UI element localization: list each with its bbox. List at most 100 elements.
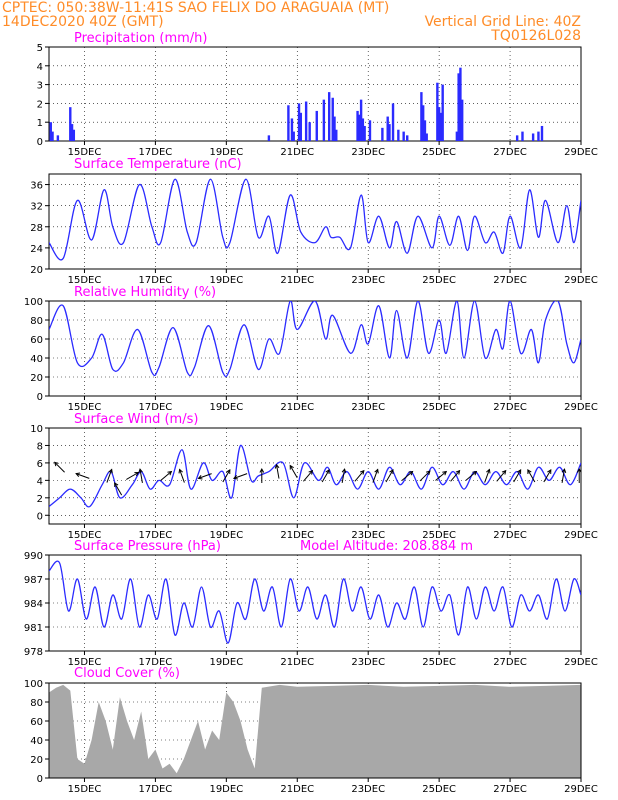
x-tick-label: 23DEC (351, 530, 385, 541)
x-tick-label: 17DEC (139, 530, 173, 541)
x-tick-label: 25DEC (422, 657, 456, 668)
y-tick-label: 8 (37, 441, 43, 452)
x-tick-label: 27DEC (493, 784, 527, 795)
precip-bar (290, 118, 294, 141)
x-tick-label: 29DEC (564, 402, 598, 413)
precip-bar (315, 110, 318, 141)
y-tick-label: 4 (37, 62, 43, 73)
y-tick-label: 20 (30, 265, 43, 276)
x-tick-label: 19DEC (209, 784, 243, 795)
precip-bar (441, 84, 444, 141)
y-tick-label: 984 (24, 599, 43, 610)
x-tick-label: 29DEC (564, 784, 598, 795)
precip-bar (327, 92, 331, 141)
wind-series-line (49, 444, 581, 508)
wind-arrow-head (138, 468, 143, 474)
wind-arrow (126, 472, 139, 480)
precip-bar (537, 131, 540, 141)
y-tick-label: 36 (30, 181, 43, 192)
x-tick-label: 17DEC (139, 275, 173, 286)
wind-arrow-head (108, 468, 113, 474)
wind-arrow (106, 469, 113, 483)
wind-arrow (372, 469, 379, 483)
header-code: TQ0126L028 (490, 28, 581, 44)
wind-arrow (198, 473, 212, 479)
y-tick-label: 978 (24, 647, 43, 658)
wind-arrow-head (232, 475, 238, 480)
cloud-frame (48, 682, 582, 779)
precip-bar (333, 116, 336, 141)
wind-arrow (75, 473, 90, 479)
wind-arrow (341, 469, 346, 483)
x-tick-label: 19DEC (209, 657, 243, 668)
pressure-model-altitude: Model Altitude: 208.884 m (300, 539, 473, 554)
y-tick-label: 4 (37, 476, 43, 487)
precipitation-panel: 0 1 2 3 4 5 15DEC 17DEC 19DEC 21DEC 23DEC 25DEC 27DE… (37, 43, 598, 158)
temperature-title: Surface Temperature (nC) (74, 157, 242, 172)
y-tick-label: 40 (30, 736, 43, 747)
x-tick-label: 29DEC (564, 275, 598, 286)
header-grid-line: Vertical Grid Line: 40Z (425, 14, 581, 30)
wind-arrow-head (408, 470, 414, 476)
x-tick-label: 15DEC (68, 784, 102, 795)
y-tick-label: 40 (30, 354, 43, 365)
x-tick-label: 17DEC (139, 402, 173, 413)
precip-bar (455, 131, 459, 141)
precip-bar (49, 122, 52, 141)
y-tick-label: 2 (37, 494, 43, 505)
wind-arrow-head (53, 461, 59, 467)
precip-bar (459, 67, 462, 141)
x-tick-label: 23DEC (351, 402, 385, 413)
y-tick-label: 20 (30, 373, 43, 384)
precip-bar (421, 105, 425, 141)
y-tick-label: 5 (37, 43, 43, 54)
cloud-cover-area (49, 684, 581, 778)
x-tick-label: 25DEC (422, 530, 456, 541)
x-tick-label: 29DEC (564, 147, 598, 158)
x-tick-label: 21DEC (280, 657, 314, 668)
precip-bar (439, 112, 443, 141)
precip-bar (391, 103, 395, 141)
wind-arrow (385, 469, 394, 483)
x-tick-label: 15DEC (68, 147, 102, 158)
wind-arrow-head (547, 469, 552, 474)
x-tick-label: 17DEC (139, 147, 173, 158)
x-tick-label: 19DEC (209, 275, 243, 286)
pressure-panel: 978 981 984 987 990 15DEC 17DEC 19DEC 21DEC 23DEC… (24, 551, 598, 668)
precip-bar (368, 120, 372, 141)
wind-arrow (233, 473, 248, 479)
x-tick-label: 25DEC (422, 275, 456, 286)
x-tick-label: 19DEC (209, 530, 243, 541)
y-tick-label: 32 (30, 202, 43, 213)
precip-bar (72, 129, 76, 141)
pressure-title: Surface Pressure (hPa) (74, 539, 221, 554)
wind-arrow-head (341, 468, 347, 474)
wind-arrow (321, 469, 330, 483)
wind-arrow (484, 469, 490, 483)
wind-arrow (139, 469, 143, 483)
wind-arrow (289, 465, 298, 478)
x-tick-label: 27DEC (493, 275, 527, 286)
precip-bar (356, 110, 359, 141)
humidity-title: Relative Humidity (%) (74, 285, 216, 300)
x-tick-label: 23DEC (351, 147, 385, 158)
wind-arrow (543, 469, 552, 483)
x-tick-label: 19DEC (209, 402, 243, 413)
precip-bar (540, 125, 544, 141)
precip-bar (381, 127, 384, 141)
precipitation-title: Precipitation (mm/h) (74, 31, 207, 46)
wind-arrow-head (442, 470, 448, 476)
precip-bar (70, 124, 74, 141)
y-tick-label: 990 (24, 551, 43, 562)
y-tick-label: 1 (37, 118, 43, 129)
x-tick-label: 25DEC (422, 147, 456, 158)
wind-arrow-head (259, 467, 265, 473)
x-tick-label: 27DEC (493, 402, 527, 413)
wind-arrow-head (516, 469, 522, 474)
precip-bar (358, 114, 361, 141)
x-tick-label: 21DEC (280, 275, 314, 286)
precip-bar (51, 131, 54, 141)
wind-arrow (354, 470, 365, 482)
precip-bar (437, 107, 441, 141)
precip-bar (297, 103, 301, 141)
